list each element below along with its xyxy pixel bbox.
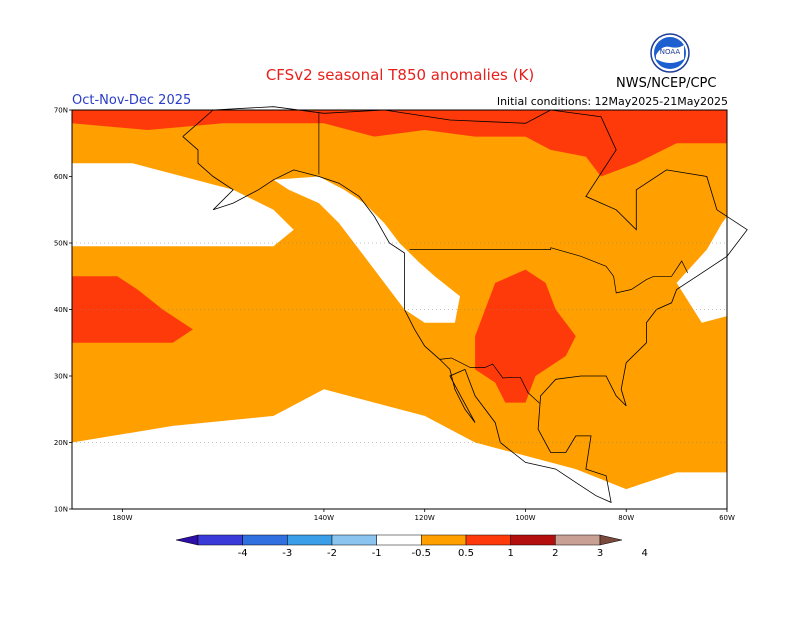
lon-label-60w: 60W [719, 514, 735, 522]
colorbar-label: -2 [327, 548, 337, 559]
lat-label-10n: 10N [54, 506, 68, 514]
noaa-logo-icon: NOAA [650, 33, 690, 73]
colorbar-bin [331, 534, 377, 546]
map-title: CFSv2 seasonal T850 anomalies (K) [265, 66, 535, 84]
colorbar-label: -4 [238, 548, 248, 559]
lon-label-100w: 100W [515, 514, 535, 522]
colorbar-bin [465, 534, 511, 546]
lon-label-140w: 140W [314, 514, 334, 522]
svg-text:NOAA: NOAA [660, 48, 681, 56]
us-mexico-border [439, 357, 540, 404]
colorbar-label: -1 [372, 548, 382, 559]
colorbar-bin [197, 534, 243, 546]
lon-label-180w: 180W [112, 514, 132, 522]
colorbar-bin [510, 534, 556, 546]
lon-label-120w: 120W [415, 514, 435, 522]
region-central-us-1to2 [475, 269, 576, 403]
agency-label: NWS/NCEP/CPC [616, 76, 717, 91]
lat-label-20n: 20N [54, 439, 68, 447]
initial-conditions-label: Initial conditions: 12May2025-21May2025 [496, 95, 728, 108]
colorbar-label: -3 [282, 548, 292, 559]
colorbar-bin [555, 534, 601, 546]
colorbar-label: 3 [597, 548, 603, 559]
region-gulf-alaska-neutral [273, 176, 460, 323]
region-atlantic-canada-neutral [676, 216, 727, 323]
lat-label-50n: 50N [54, 240, 68, 248]
us-canada-border [409, 247, 689, 294]
colorbar-arrow-low [175, 534, 199, 546]
colorbar-label: 1 [508, 548, 514, 559]
region-north-pacific-neutral [72, 163, 294, 247]
lat-label-60n: 60N [54, 173, 68, 181]
colorbar-label: 0.5 [458, 548, 474, 559]
lat-label-40n: 40N [54, 306, 68, 314]
colorbar-label: 4 [642, 548, 648, 559]
colorbar-label: 2 [552, 548, 558, 559]
colorbar-label: -0.5 [412, 548, 432, 559]
colorbar-bin [421, 534, 467, 546]
lat-label-30n: 30N [54, 373, 68, 381]
coastline [182, 106, 748, 504]
season-label: Oct-Nov-Dec 2025 [72, 93, 192, 108]
colorbar-bin [376, 534, 422, 546]
colorbar-arrow-high [599, 534, 623, 546]
lon-label-80w: 80W [618, 514, 634, 522]
region-arctic-1to2 [72, 110, 727, 177]
colorbar-bin [242, 534, 288, 546]
region-south-neutral [72, 389, 727, 509]
lat-label-70n: 70N [54, 107, 68, 115]
colorbar-bin [287, 534, 333, 546]
